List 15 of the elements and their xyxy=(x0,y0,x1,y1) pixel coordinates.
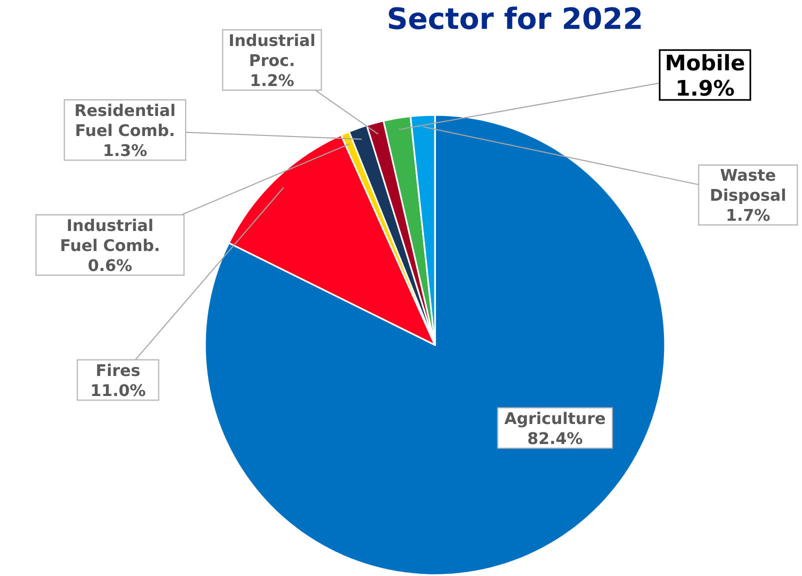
data-label: 0.6% xyxy=(88,259,132,272)
data-label: 1.7% xyxy=(728,208,770,222)
data-label: 1.2% xyxy=(252,74,294,86)
slice-label: Mobile xyxy=(666,54,744,71)
slice-label: Fires xyxy=(97,364,140,376)
slice-label: Industrial Proc. xyxy=(230,34,314,66)
slice-label: Waste Disposal xyxy=(711,169,785,204)
slice-label: Agriculture xyxy=(504,412,605,428)
slice-label: Residential Fuel Comb. xyxy=(76,104,174,136)
data-label: 1.3% xyxy=(104,144,147,156)
data-label: 11.0% xyxy=(92,384,146,396)
slice-label: Industrial Fuel Comb. xyxy=(61,218,158,252)
chart-title: Sector for 2022 xyxy=(388,6,641,30)
data-label: 82.4% xyxy=(528,432,582,444)
data-label: 1.9% xyxy=(678,80,734,96)
